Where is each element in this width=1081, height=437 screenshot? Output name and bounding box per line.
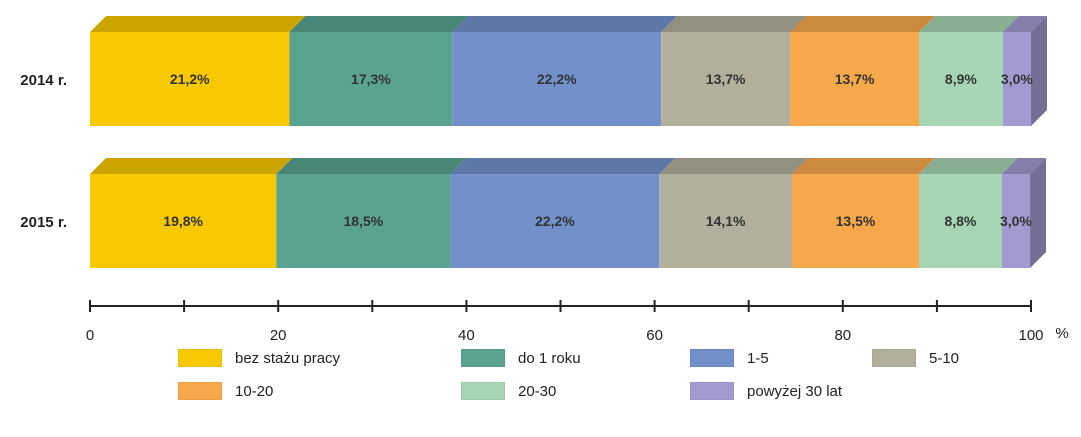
legend-item: 1-5 bbox=[690, 346, 769, 370]
legend-item: 5-10 bbox=[872, 346, 959, 370]
x-axis-unit: % bbox=[1055, 325, 1068, 342]
category-label: 2015 r. bbox=[20, 214, 67, 231]
bar-side-face bbox=[1030, 158, 1047, 268]
data-label: 3,0% bbox=[1000, 213, 1032, 229]
bar-segment bbox=[659, 174, 792, 268]
bar-segment bbox=[450, 174, 660, 268]
x-tick-label: 60 bbox=[646, 327, 663, 344]
bar-segment bbox=[1002, 32, 1031, 126]
data-label: 22,2% bbox=[537, 71, 577, 87]
bar-segment-top bbox=[452, 16, 678, 32]
x-tick-label: 100 bbox=[1018, 327, 1043, 344]
bar-segment-top bbox=[919, 158, 1018, 174]
legend-item: 20-30 bbox=[461, 379, 556, 403]
bar-segment bbox=[919, 32, 1003, 126]
data-label: 22,2% bbox=[535, 213, 575, 229]
bar-segment-top bbox=[659, 158, 808, 174]
bar-segment-top bbox=[790, 16, 936, 32]
bar-segment-top bbox=[1002, 16, 1047, 32]
bar-group-1: 2015 r. 19,8% 18,5% 22,2% 14,1% 13,5% 8,8% 3,0% bbox=[20, 158, 1047, 268]
legend-swatch bbox=[690, 382, 734, 400]
x-tick-label: 0 bbox=[86, 327, 94, 344]
legend-swatch bbox=[178, 382, 222, 400]
bar-side-face bbox=[1031, 16, 1047, 126]
data-label: 13,5% bbox=[836, 213, 876, 229]
bar-segment-top bbox=[289, 16, 469, 32]
bar-segment bbox=[452, 32, 662, 126]
category-label: 2014 r. bbox=[20, 72, 67, 89]
bar-segment-top bbox=[661, 16, 807, 32]
bar-segment bbox=[1001, 174, 1031, 268]
data-label: 17,3% bbox=[351, 71, 391, 87]
x-tick-label: 80 bbox=[834, 327, 851, 344]
legend-label: 5-10 bbox=[929, 349, 960, 367]
bar-segment-top bbox=[276, 158, 467, 174]
data-label: 19,8% bbox=[163, 213, 203, 229]
bar-segment bbox=[90, 174, 277, 268]
data-label: 13,7% bbox=[706, 71, 746, 87]
legend-label: do 1 roku bbox=[518, 349, 581, 367]
bar-group-0: 2014 r. 21,2% 17,3% 22,2% 13,7% 13,7% 8,9% 3,0% bbox=[20, 16, 1047, 126]
data-label: 14,1% bbox=[706, 213, 746, 229]
bar-segment bbox=[289, 32, 453, 126]
data-label: 21,2% bbox=[170, 71, 210, 87]
legend-swatch bbox=[872, 349, 916, 367]
bar-segment bbox=[919, 174, 1002, 268]
bar-segment-top bbox=[919, 16, 1019, 32]
data-label: 8,9% bbox=[945, 71, 977, 87]
legend-label: 1-5 bbox=[747, 349, 769, 367]
bar-segment bbox=[661, 32, 791, 126]
legend-item: do 1 roku bbox=[461, 346, 581, 370]
legend-label: 20-30 bbox=[518, 382, 557, 400]
bar-segment bbox=[791, 174, 920, 268]
legend-swatch bbox=[690, 349, 734, 367]
legend-swatch bbox=[178, 349, 222, 367]
x-tick-label: 40 bbox=[458, 327, 475, 344]
data-label: 8,8% bbox=[944, 213, 976, 229]
data-label: 13,7% bbox=[835, 71, 875, 87]
legend-item: powyżej 30 lat bbox=[690, 379, 842, 403]
bar-segment-top bbox=[1001, 158, 1047, 174]
bar-segment bbox=[276, 174, 451, 268]
legend-label: powyżej 30 lat bbox=[747, 382, 843, 400]
legend-swatch bbox=[461, 382, 505, 400]
legend-label: 10-20 bbox=[235, 382, 274, 400]
bar-segment-top bbox=[90, 16, 306, 32]
legend-swatch bbox=[461, 349, 505, 367]
legend-label: bez stażu pracy bbox=[235, 349, 341, 367]
legend-item: bez stażu pracy bbox=[178, 346, 340, 370]
bar-segment-top bbox=[791, 158, 936, 174]
data-label: 18,5% bbox=[344, 213, 384, 229]
x-axis: 0 20 40 60 80 100% bbox=[86, 300, 1069, 344]
legend-item: 10-20 bbox=[178, 379, 273, 403]
data-label: 3,0% bbox=[1001, 71, 1033, 87]
bar-segment-top bbox=[90, 158, 293, 174]
bar-segment bbox=[790, 32, 920, 126]
x-tick-label: 20 bbox=[270, 327, 287, 344]
bar-segment bbox=[90, 32, 290, 126]
bar-segment-top bbox=[450, 158, 676, 174]
